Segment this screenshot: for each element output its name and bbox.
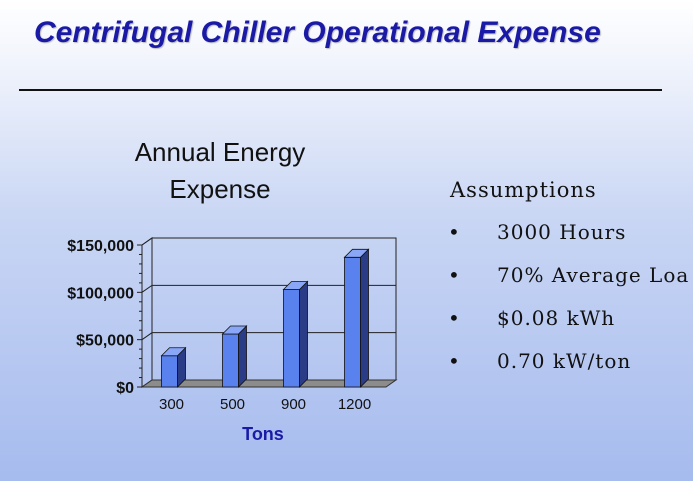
chart-title: Annual Energy Expense bbox=[100, 134, 340, 208]
bar-side bbox=[238, 325, 247, 388]
assumption-item: • 0.70 kW/ton bbox=[448, 349, 693, 392]
bullet-icon: • bbox=[448, 263, 461, 287]
x-tick-label: 300 bbox=[159, 396, 184, 413]
bar-top bbox=[160, 347, 187, 357]
bullet-icon: • bbox=[448, 220, 461, 244]
assumption-text: 0.70 kW/ton bbox=[497, 349, 632, 373]
bar bbox=[161, 355, 178, 388]
bar-top bbox=[343, 248, 370, 258]
bar-side bbox=[299, 280, 308, 388]
chart-side-wall bbox=[141, 237, 153, 388]
chart-title-line-1: Annual Energy bbox=[134, 137, 306, 167]
x-axis-title: Tons bbox=[242, 424, 284, 444]
assumptions-list: • 3000 Hours • 70% Average Loa • $0.08 k… bbox=[448, 220, 693, 392]
chart-floor bbox=[140, 379, 398, 388]
title-divider bbox=[19, 89, 662, 91]
assumption-text: $0.08 kWh bbox=[497, 306, 616, 330]
y-tick-label: $0 bbox=[116, 380, 134, 397]
y-tick-label: $100,000 bbox=[67, 285, 134, 302]
gridline bbox=[141, 237, 396, 246]
gridline bbox=[141, 284, 396, 293]
bullet-icon: • bbox=[448, 349, 461, 373]
bar-top bbox=[282, 281, 309, 290]
assumption-item: • 70% Average Loa bbox=[448, 263, 693, 306]
x-tick-label: 500 bbox=[220, 396, 245, 413]
x-tick-label: 900 bbox=[281, 396, 306, 413]
y-tick-label: $150,000 bbox=[67, 238, 134, 255]
gridline bbox=[141, 332, 396, 341]
bar bbox=[222, 333, 239, 388]
x-tick-label: 1200 bbox=[338, 396, 371, 413]
slide-title: Centrifugal Chiller Operational Expense bbox=[34, 16, 601, 49]
bar bbox=[283, 289, 300, 388]
bar-side bbox=[360, 248, 369, 388]
assumptions-title: Assumptions bbox=[450, 178, 597, 202]
assumption-item: • $0.08 kWh bbox=[448, 306, 693, 349]
assumption-text: 3000 Hours bbox=[497, 220, 627, 244]
chart-title-line-2: Expense bbox=[169, 174, 271, 204]
bullet-icon: • bbox=[448, 306, 461, 330]
assumption-text: 70% Average Loa bbox=[497, 263, 690, 287]
bar-top bbox=[221, 325, 248, 335]
y-tick-label: $50,000 bbox=[76, 333, 134, 350]
assumption-item: • 3000 Hours bbox=[448, 220, 693, 263]
bar bbox=[344, 256, 361, 388]
